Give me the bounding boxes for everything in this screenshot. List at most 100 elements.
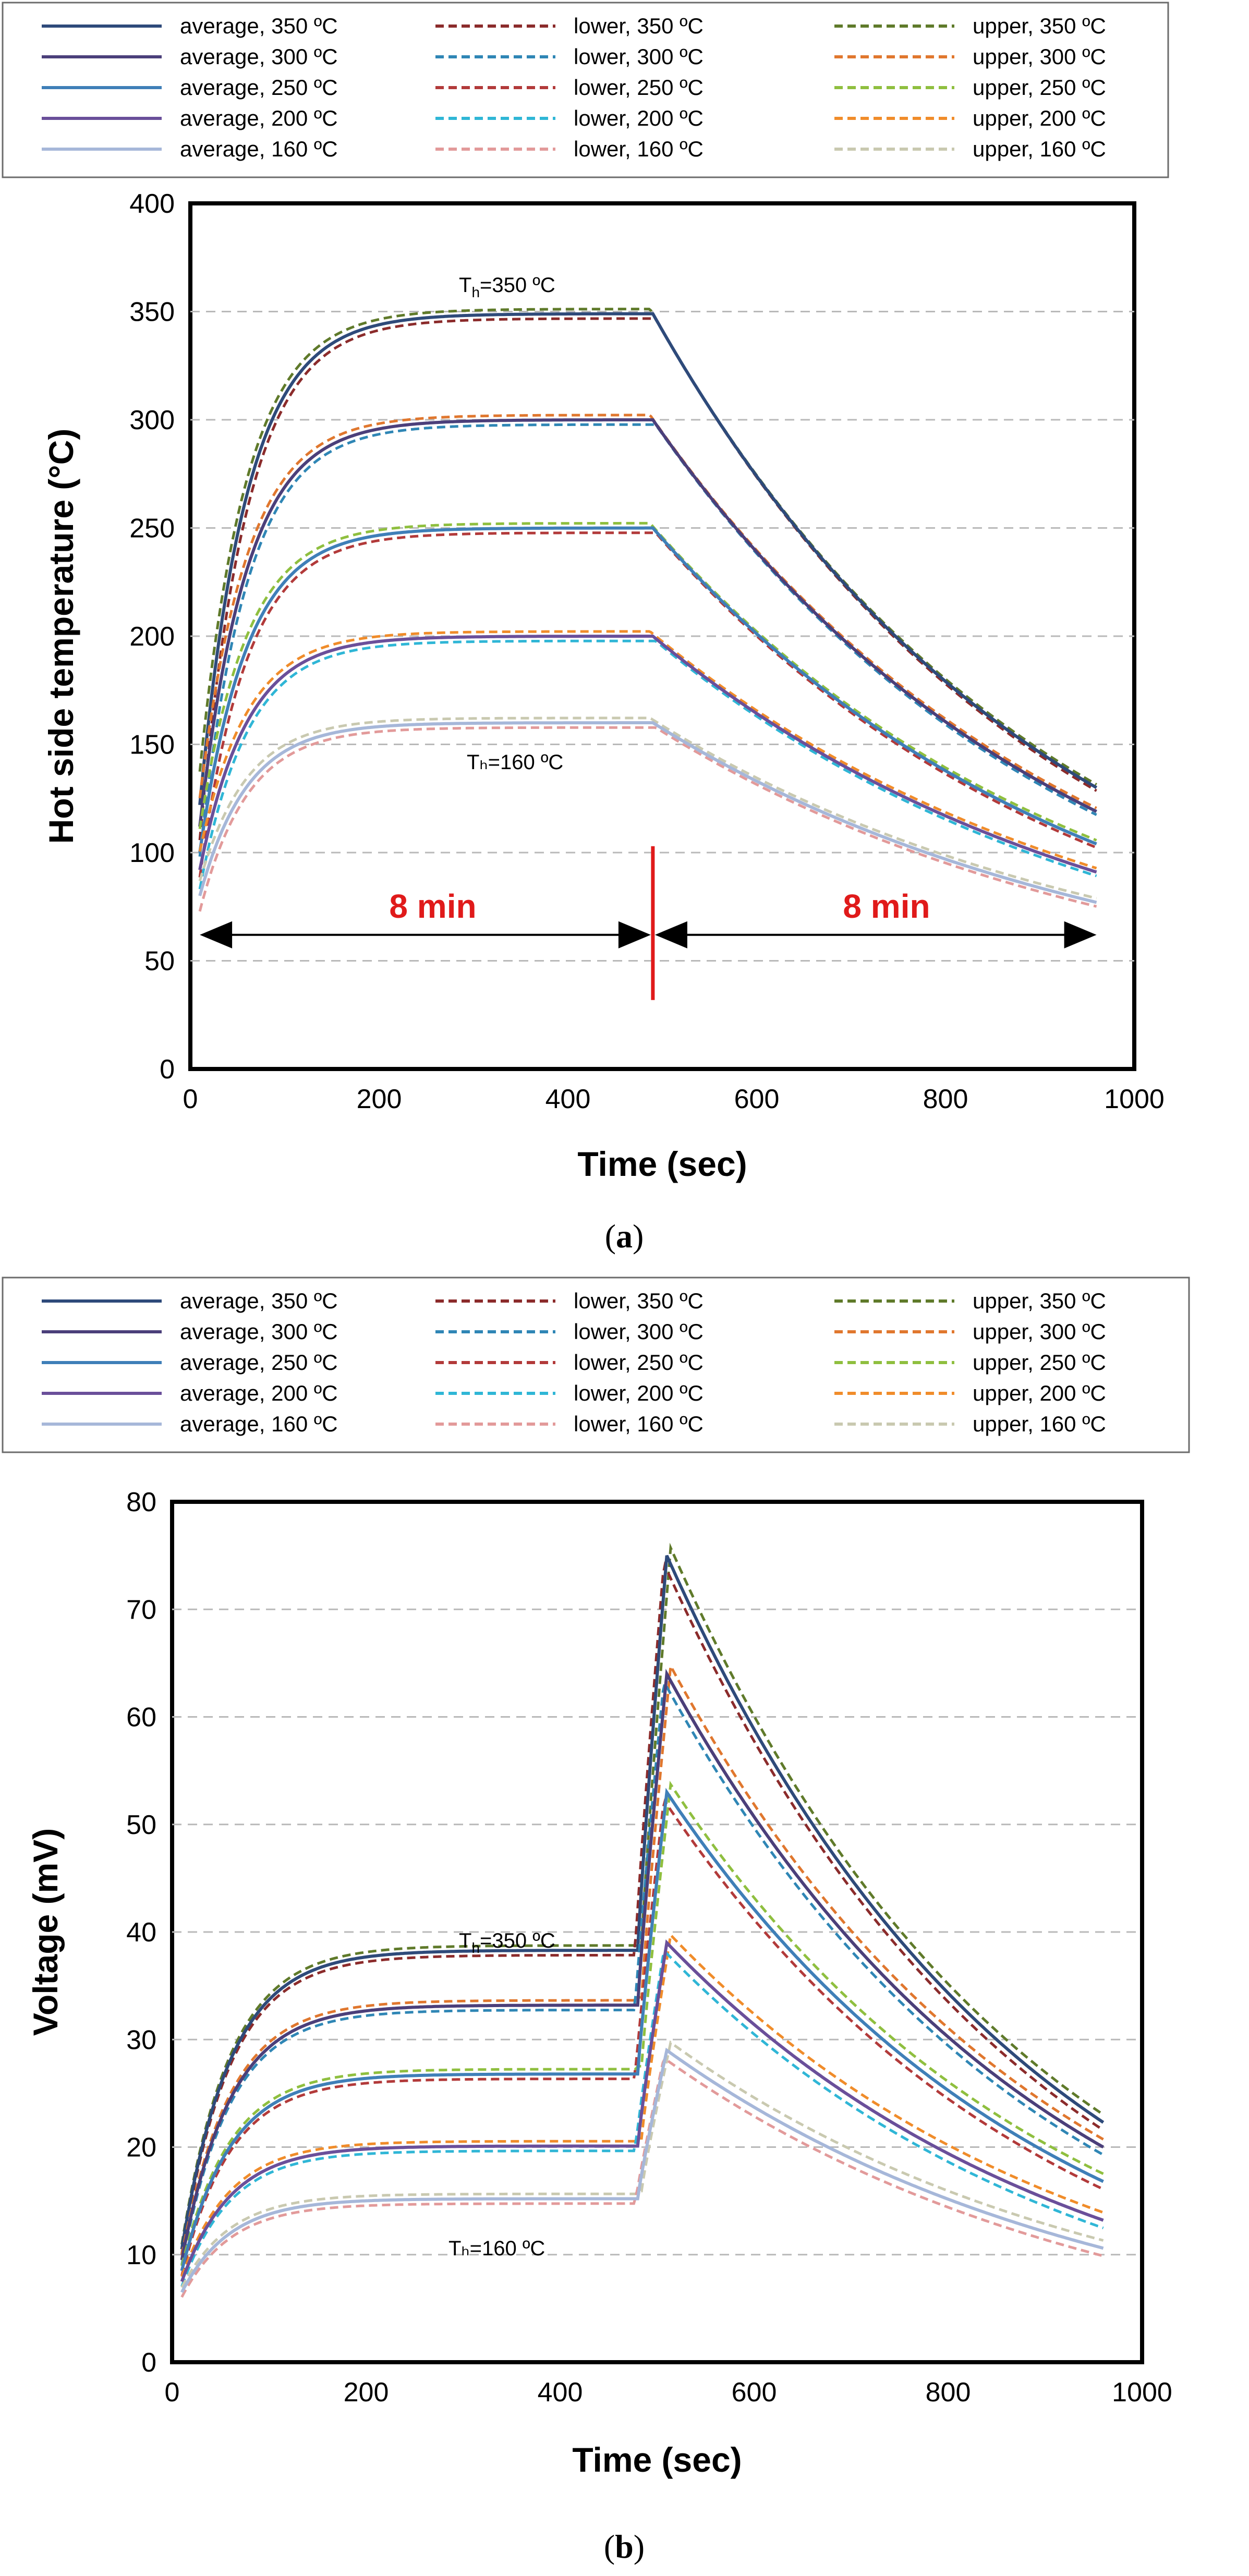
x-tick-label: 600 bbox=[734, 1084, 780, 1114]
series-average-160 bbox=[180, 2047, 1104, 2293]
y-tick-label: 300 bbox=[129, 405, 175, 435]
y-tick-label: 60 bbox=[126, 1703, 156, 1733]
legend-label: upper, 300 ºC bbox=[973, 44, 1106, 69]
legend-label: upper, 350 ºC bbox=[973, 1289, 1106, 1313]
label-bottom-b: Tₕ=160 ºC bbox=[448, 2237, 545, 2260]
legend-label: lower, 250 ºC bbox=[574, 75, 704, 100]
y-ticks-a: 0 50 100 150 200 250 300 350 400 bbox=[129, 189, 175, 1085]
legend-label: lower, 250 ºC bbox=[574, 1350, 704, 1375]
legend-label: upper, 250 ºC bbox=[973, 1350, 1106, 1375]
x-tick-label: 400 bbox=[538, 2377, 583, 2408]
series-average-350 bbox=[198, 312, 1098, 805]
y-tick-label: 0 bbox=[141, 2348, 156, 2378]
x-ticks-b: 0 200 400 600 800 1000 bbox=[165, 2377, 1172, 2408]
caption-b: (b) bbox=[604, 2528, 645, 2565]
legend-label: average, 300 ºC bbox=[180, 44, 338, 69]
y-tick-label: 50 bbox=[126, 1810, 156, 1840]
series-lower-350 bbox=[180, 1561, 1104, 2255]
caption-a: (a) bbox=[605, 1218, 644, 1255]
series-average-200 bbox=[180, 1939, 1104, 2282]
legend-label: average, 160 ºC bbox=[180, 137, 338, 161]
legend-b: average, 350 ºC lower, 350 ºC upper, 350 º… bbox=[2, 1277, 1190, 1453]
legend-label: average, 350 ºC bbox=[180, 1289, 338, 1313]
series-lower-300 bbox=[198, 423, 1097, 857]
legend-label: upper, 200 ºC bbox=[973, 1381, 1106, 1405]
y-tick-label: 40 bbox=[126, 1917, 156, 1948]
x-tick-label: 1000 bbox=[1104, 1084, 1165, 1114]
legend-label: upper, 200 ºC bbox=[973, 106, 1106, 130]
arrowhead-right-end bbox=[1064, 921, 1097, 949]
legend-label: average, 250 ºC bbox=[180, 75, 338, 100]
x-tick-label: 800 bbox=[923, 1084, 968, 1114]
y-axis-title-b: Voltage (mV) bbox=[26, 1828, 65, 2036]
legend-label: upper, 300 ºC bbox=[973, 1319, 1106, 1344]
legend-frame bbox=[2, 2, 1169, 178]
x-tick-label: 1000 bbox=[1112, 2377, 1172, 2408]
y-axis-title-a: Hot side temperature (°C) bbox=[42, 429, 80, 844]
series-average-250 bbox=[198, 526, 1097, 853]
legend-label: average, 200 ºC bbox=[180, 1381, 338, 1405]
y-tick-label: 150 bbox=[129, 730, 175, 760]
x-ticks-a: 0 200 400 600 800 1000 bbox=[183, 1084, 1165, 1114]
arrowhead-left-end bbox=[618, 921, 651, 949]
legend-label: upper, 250 ºC bbox=[973, 75, 1106, 100]
series-average-300 bbox=[180, 1668, 1105, 2261]
series-average-160 bbox=[198, 721, 1097, 904]
y-tick-label: 250 bbox=[129, 514, 175, 544]
legend-label: lower, 300 ºC bbox=[574, 1319, 704, 1344]
legend-label: average, 300 ºC bbox=[180, 1319, 338, 1344]
y-tick-label: 10 bbox=[126, 2240, 156, 2270]
legend-frame bbox=[2, 1277, 1190, 1453]
series-upper-250 bbox=[198, 521, 1097, 842]
x-tick-label: 800 bbox=[926, 2377, 971, 2408]
y-tick-label: 70 bbox=[126, 1595, 156, 1625]
annotations-a: Th=350 ºC Tₕ=160 ºC 8 min 8 min bbox=[200, 274, 1097, 1000]
legend-label: lower, 200 ºC bbox=[574, 106, 704, 130]
x-tick-label: 400 bbox=[545, 1084, 591, 1114]
y-tick-label: 30 bbox=[126, 2025, 156, 2055]
y-tick-label: 100 bbox=[129, 838, 175, 868]
series-b bbox=[180, 1542, 1105, 2298]
series-lower-350 bbox=[198, 317, 1097, 841]
series-average-350 bbox=[180, 1554, 1105, 2250]
series-upper-200 bbox=[180, 1932, 1104, 2277]
legend-label: lower, 350 ºC bbox=[574, 1289, 704, 1313]
label-bottom-a: Tₕ=160 ºC bbox=[467, 751, 563, 774]
legend-a: average, 350 ºC lower, 350 ºC upper, 350 º… bbox=[2, 2, 1169, 178]
x-axis-title-b: Time (sec) bbox=[572, 2440, 742, 2479]
annotations-b: Th=350 ºC Tₕ=160 ºC bbox=[448, 1929, 555, 2260]
series-upper-160 bbox=[198, 716, 1097, 900]
series-a bbox=[198, 308, 1098, 912]
legend-label: upper, 350 ºC bbox=[973, 14, 1106, 38]
legend-label: upper, 160 ºC bbox=[973, 1412, 1106, 1436]
y-tick-label: 350 bbox=[129, 297, 175, 327]
span-label-right: 8 min bbox=[843, 888, 930, 925]
series-upper-160 bbox=[180, 2040, 1104, 2288]
series-lower-250 bbox=[198, 531, 1097, 878]
label-top-a: Th=350 ºC bbox=[459, 274, 555, 300]
series-lower-160 bbox=[198, 726, 1097, 912]
legend-label: lower, 300 ºC bbox=[574, 44, 704, 69]
x-axis-title-a: Time (sec) bbox=[577, 1145, 747, 1183]
series-lower-250 bbox=[180, 1798, 1104, 2276]
series-upper-300 bbox=[180, 1662, 1104, 2256]
arrowhead-right-start bbox=[654, 921, 687, 949]
y-tick-label: 20 bbox=[126, 2133, 156, 2163]
legend-label: lower, 160 ºC bbox=[574, 1412, 704, 1436]
y-tick-label: 80 bbox=[126, 1487, 156, 1517]
legend-label: average, 200 ºC bbox=[180, 106, 338, 130]
arrowhead-left-start bbox=[200, 921, 233, 949]
series-average-200 bbox=[198, 635, 1097, 874]
series-upper-350 bbox=[198, 308, 1097, 786]
legend-label: lower, 350 ºC bbox=[574, 14, 704, 38]
x-tick-label: 200 bbox=[357, 1084, 402, 1114]
series-lower-200 bbox=[180, 1949, 1104, 2287]
series-upper-250 bbox=[180, 1781, 1104, 2267]
panel-a: average, 350 ºC lower, 350 ºC upper, 350 º… bbox=[2, 2, 1169, 1255]
legend-label: average, 350 ºC bbox=[180, 14, 338, 38]
legend-label: lower, 200 ºC bbox=[574, 1381, 704, 1405]
series-average-300 bbox=[198, 418, 1097, 827]
x-tick-label: 0 bbox=[165, 2377, 180, 2408]
panel-b: average, 350 ºC lower, 350 ºC upper, 350 º… bbox=[2, 1277, 1190, 2565]
